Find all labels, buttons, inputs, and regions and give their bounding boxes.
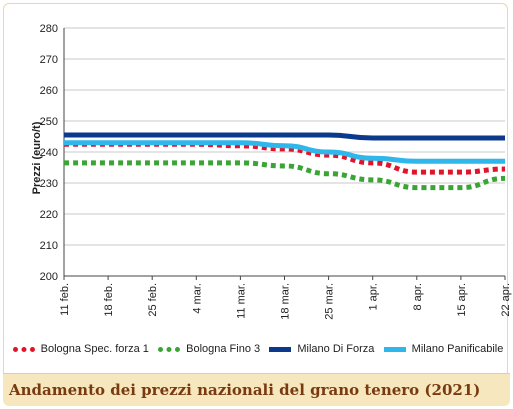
y-tick-label: 270: [40, 54, 58, 66]
x-tick-label: 4 mar.: [191, 283, 203, 314]
series-lines: [64, 132, 506, 191]
y-tick-label: 200: [40, 271, 58, 283]
y-tick-label: 210: [40, 240, 58, 252]
x-tick-label: 18 feb.: [103, 283, 115, 317]
series-line-4: [64, 140, 505, 164]
legend-label: Bologna Spec. forza 1: [40, 343, 149, 355]
x-tick-label: 22 apr.: [500, 283, 512, 317]
legend: Bologna Spec. forza 1 Bologna Fino 3 Milan…: [8, 338, 508, 360]
legend-label: Bologna Fino 3: [186, 343, 261, 355]
y-tick-label: 280: [40, 23, 58, 35]
legend-swatch: [383, 346, 406, 352]
y-axis-label: Prezzi (euro/t): [31, 121, 43, 194]
gridlines: [64, 27, 505, 277]
y-tick-label: 220: [40, 209, 58, 221]
series-line-3: [64, 132, 505, 141]
legend-swatch: [269, 346, 292, 352]
x-tick-label: 18 mar.: [280, 283, 292, 320]
legend-item: Milano Panificabile: [383, 343, 504, 355]
legend-item: Milano Di Forza: [269, 343, 374, 355]
x-tick-label: 11 mar.: [235, 283, 247, 319]
axes: 200 210 220 230 240 250 260 270 280 11 feb. 18 feb…: [40, 23, 512, 320]
y-tick-label: 240: [40, 147, 58, 159]
chart-title: Andamento dei prezzi nazionali del grano…: [9, 381, 481, 399]
x-tick-label: 1 apr.: [368, 283, 380, 311]
x-tick-label: 15 apr.: [456, 283, 468, 317]
legend-swatch: [12, 346, 35, 352]
legend-item: Bologna Spec. forza 1: [12, 343, 149, 355]
x-tick-label: 25 mar.: [324, 283, 336, 320]
series-line-2: [64, 160, 506, 191]
chart-title-bar: Andamento dei prezzi nazionali del grano…: [3, 373, 510, 406]
y-tick-label: 260: [40, 85, 58, 97]
x-tick-label: 25 feb.: [147, 283, 159, 317]
x-tick-label: 8 apr.: [412, 283, 424, 311]
legend-label: Milano Panificabile: [411, 343, 504, 355]
y-tick-label: 250: [40, 116, 58, 128]
legend-swatch: [158, 346, 181, 352]
y-tick-label: 230: [40, 178, 58, 190]
x-tick-label: 11 feb.: [59, 283, 71, 316]
legend-item: Bologna Fino 3: [158, 343, 260, 355]
legend-label: Milano Di Forza: [297, 343, 375, 355]
